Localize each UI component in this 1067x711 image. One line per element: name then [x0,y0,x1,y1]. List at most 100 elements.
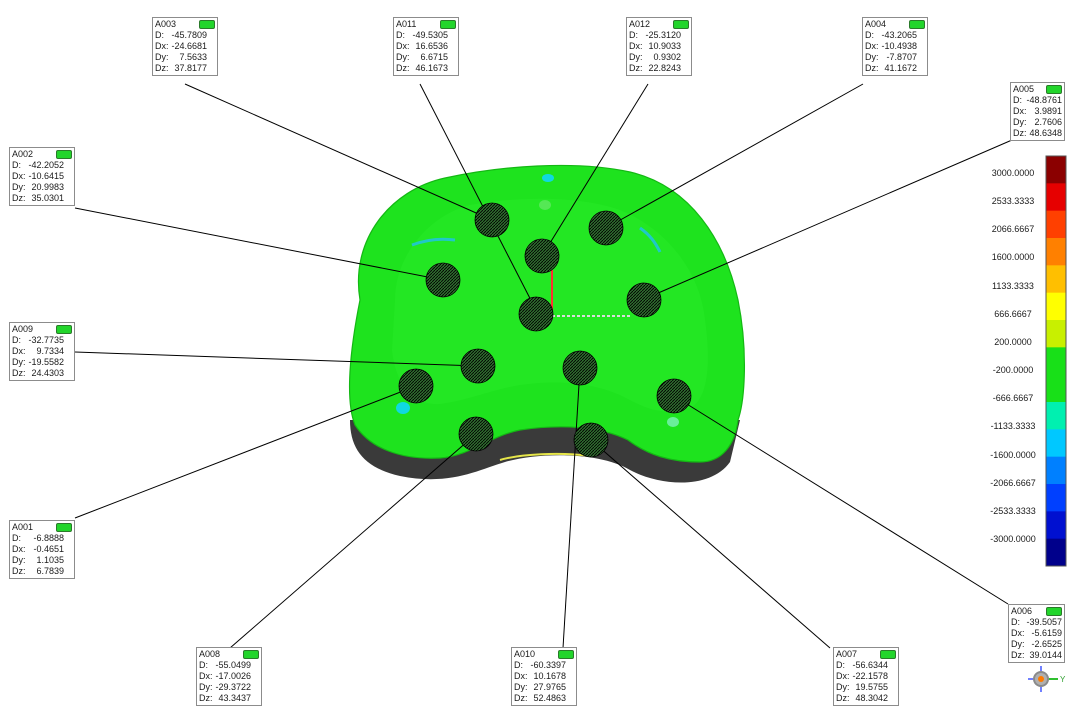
probe-id: A010 [514,649,536,659]
field-label-d: D: [1011,617,1020,627]
value-dx: -24.6681 [171,41,207,51]
probe-callout-a007[interactable]: A007 D: -56.6344 Dx: -22.1578 Dy: 19.5755 D… [833,647,899,706]
probe-markers [398,202,692,458]
value-dy: 27.9765 [533,682,566,692]
value-d: -49.5305 [412,30,448,40]
probe-marker-a004[interactable] [588,210,624,246]
probe-marker-a003[interactable] [474,202,510,238]
scale-tick-label: 666.6667 [994,308,1032,319]
value-dy: -7.8707 [886,52,917,62]
field-label-dz: Dz: [396,63,410,73]
leader-line-a009 [74,351,479,367]
probe-status-flag [1046,607,1062,616]
axis-triad-icon[interactable]: Y [1028,666,1066,692]
value-dx: 10.1678 [533,671,566,681]
probe-marker-a005[interactable] [626,282,662,318]
value-d: -60.3397 [530,660,566,670]
scale-tick-label: -3000.0000 [990,534,1036,544]
probe-marker-a008[interactable] [458,416,494,452]
field-label-dx: Dx: [1013,106,1027,116]
probe-callout-a006[interactable]: A006 D: -39.5057 Dx: -5.6159 Dy: -2.6525 Dz… [1008,604,1065,663]
probe-id: A012 [629,19,651,29]
scale-segment [1046,511,1066,540]
value-d: -56.6344 [852,660,888,670]
value-dy: 19.5755 [855,682,888,692]
field-label-dz: Dz: [1013,128,1027,138]
color-scale-bar [1045,155,1067,567]
value-dz: 41.1672 [884,63,917,73]
probe-callout-a010[interactable]: A010 D: -60.3397 Dx: 10.1678 Dy: 27.9765 Dz… [511,647,577,706]
value-dx: 16.6536 [415,41,448,51]
value-dx: -22.1578 [852,671,888,681]
field-label-dx: Dx: [155,41,169,51]
field-label-dx: Dx: [514,671,528,681]
probe-callout-a008[interactable]: A008 D: -55.0499 Dx: -17.0026 Dy: -29.3722 … [196,647,262,706]
value-dz: 48.6348 [1029,128,1062,138]
scale-tick-label: 3000.0000 [991,168,1035,178]
field-label-dz: Dz: [1011,650,1025,660]
scale-segment [1046,347,1066,376]
leader-line-a006 [673,395,1009,605]
probe-marker-a010[interactable] [562,350,598,386]
probe-marker-a006[interactable] [656,378,692,414]
value-dy: 0.9302 [653,52,681,62]
leader-line-a012 [541,83,649,257]
value-dz: 46.1673 [415,63,448,73]
field-label-dy: Dy: [1011,639,1025,649]
value-dx: -17.0026 [215,671,251,681]
probe-marker-a001[interactable] [398,368,434,404]
value-d: -55.0499 [215,660,251,670]
probe-marker-a009[interactable] [460,348,496,384]
scale-tick-label: 200.0000 [994,336,1032,347]
field-label-dz: Dz: [836,693,850,703]
value-dy: -19.5582 [28,357,64,367]
probe-marker-a007[interactable] [573,422,609,458]
probe-callout-a005[interactable]: A005 D: -48.8761 Dx: 3.9891 Dy: 2.7606 Dz: 4… [1010,82,1065,141]
probe-status-flag [558,650,574,659]
value-dy: 7.5633 [179,52,207,62]
field-label-dy: Dy: [629,52,643,62]
field-label-dz: Dz: [155,63,169,73]
field-label-dz: Dz: [12,368,26,378]
scale-segment [1046,292,1066,321]
value-dy: 6.6715 [420,52,448,62]
field-label-dx: Dx: [629,41,643,51]
value-dy: 1.1035 [36,555,64,565]
value-d: -43.2065 [881,30,917,40]
probe-marker-a012[interactable] [524,238,560,274]
value-dy: -29.3722 [215,682,251,692]
leader-lines [74,83,1013,649]
leader-line-a005 [641,139,1013,301]
field-label-d: D: [629,30,638,40]
probe-marker-a002[interactable] [425,262,461,298]
probe-callout-a011[interactable]: A011 D: -49.5305 Dx: 16.6536 Dy: 6.6715 Dz:… [393,17,459,76]
deviation-spot [539,200,551,210]
field-label-d: D: [396,30,405,40]
axis-y-label: Y [1060,675,1066,684]
value-dy: 20.9983 [31,182,64,192]
probe-callout-a001[interactable]: A001 D: -6.8888 Dx: -0.4651 Dy: 1.1035 Dz: 6… [9,520,75,579]
deviation-spot [542,174,554,182]
probe-marker-a011[interactable] [518,296,554,332]
probe-callout-a012[interactable]: A012 D: -25.3120 Dx: 10.9033 Dy: 0.9302 Dz:… [626,17,692,76]
value-d: -42.2052 [28,160,64,170]
field-label-dz: Dz: [12,193,26,203]
probe-callout-a009[interactable]: A009 D: -32.7735 Dx: 9.7334 Dy: -19.5582 Dz… [9,322,75,381]
field-label-dx: Dx: [1011,628,1025,638]
field-label-dx: Dx: [836,671,850,681]
probe-callout-a004[interactable]: A004 D: -43.2065 Dx: -10.4938 Dy: -7.8707 D… [862,17,928,76]
leader-line-a008 [229,433,477,649]
field-label-dx: Dx: [12,346,26,356]
scale-tick-label: -666.6667 [992,393,1034,404]
probe-callout-a002[interactable]: A002 D: -42.2052 Dx: -10.6415 Dy: 20.9983 D… [9,147,75,206]
scale-segment [1046,238,1066,266]
probe-callout-a003[interactable]: A003 D: -45.7809 Dx: -24.6681 Dy: 7.5633 Dz… [152,17,218,76]
field-label-d: D: [155,30,164,40]
value-d: -32.7735 [28,335,64,345]
field-label-dy: Dy: [12,555,26,565]
leader-line-a007 [590,439,831,649]
field-label-d: D: [1013,95,1022,105]
value-dy: -2.6525 [1031,639,1062,649]
probe-id: A002 [12,149,34,159]
